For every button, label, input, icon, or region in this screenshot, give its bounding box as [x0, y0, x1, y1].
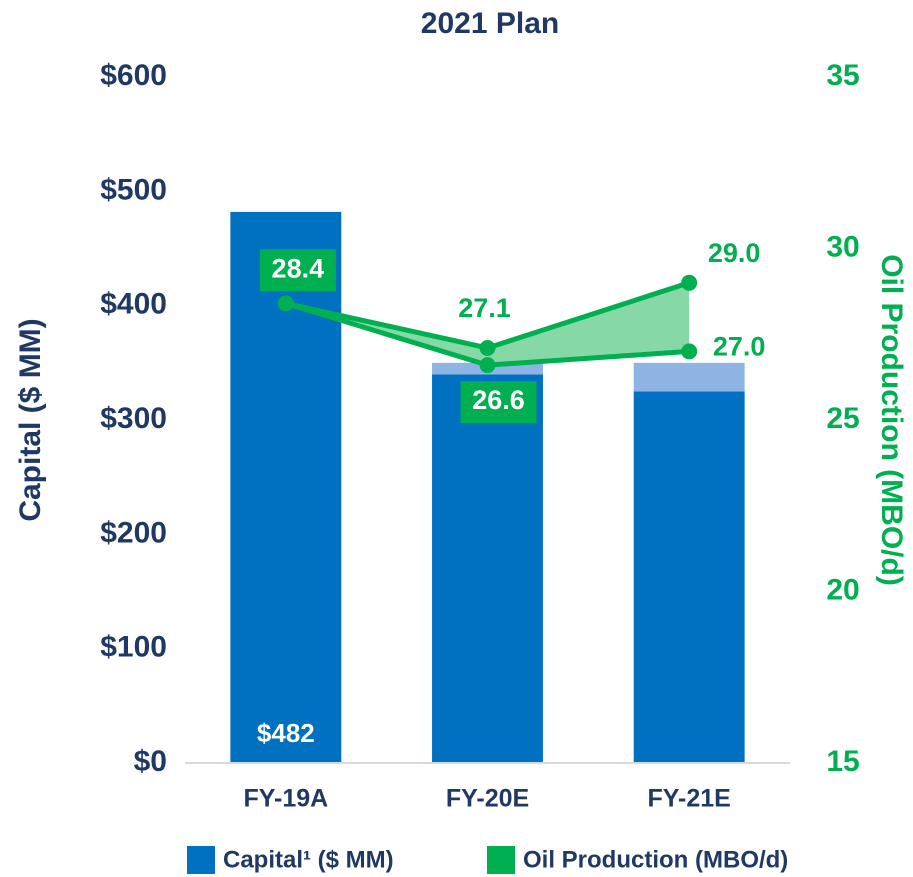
- bar-label: $482: [257, 718, 315, 748]
- y2-tick-label: 35: [826, 59, 859, 92]
- line-label: 28.4: [272, 254, 325, 284]
- y2-tick-label: 30: [826, 230, 859, 263]
- y2-tick-label: 15: [826, 745, 859, 778]
- y-tick-label: $200: [100, 516, 167, 549]
- x-tick-label: FY-19A: [243, 785, 328, 813]
- bar: [633, 362, 745, 392]
- y2-tick-label: 20: [826, 573, 859, 606]
- y2-tick-label: 25: [826, 402, 859, 435]
- line-point: [479, 357, 496, 374]
- line-label: 27.0: [713, 332, 766, 362]
- line-point: [479, 339, 496, 356]
- x-tick-label: FY-20E: [446, 785, 529, 813]
- line-label: 27.1: [458, 293, 511, 323]
- label-box: [259, 249, 336, 292]
- line-point: [277, 295, 294, 312]
- line-label: 26.6: [472, 385, 525, 415]
- line-point: [681, 274, 698, 291]
- label-box: [460, 381, 537, 424]
- legend-swatch: [187, 846, 215, 874]
- bar: [633, 391, 745, 763]
- y-tick-label: $100: [100, 631, 167, 664]
- x-tick-label: FY-21E: [647, 785, 730, 813]
- chart-title: 2021 Plan: [421, 7, 559, 40]
- y2-axis-label: Oil Production (MBO/d): [875, 254, 908, 586]
- y-axis-label: Capital ($ MM): [14, 318, 47, 521]
- y-tick-label: $600: [100, 59, 167, 92]
- area-between: [285, 282, 690, 366]
- y-tick-label: $400: [100, 288, 167, 321]
- y-tick-label: $300: [100, 402, 167, 435]
- line-label: 29.0: [708, 238, 761, 268]
- y-tick-label: $500: [100, 173, 167, 206]
- line-point: [681, 343, 698, 360]
- legend-label: Oil Production (MBO/d): [523, 846, 788, 873]
- legend-label: Capital¹ ($ MM): [223, 846, 394, 873]
- y-tick-label: $0: [134, 745, 167, 778]
- legend-swatch: [487, 846, 515, 874]
- bar: [432, 374, 543, 763]
- bar: [230, 211, 342, 763]
